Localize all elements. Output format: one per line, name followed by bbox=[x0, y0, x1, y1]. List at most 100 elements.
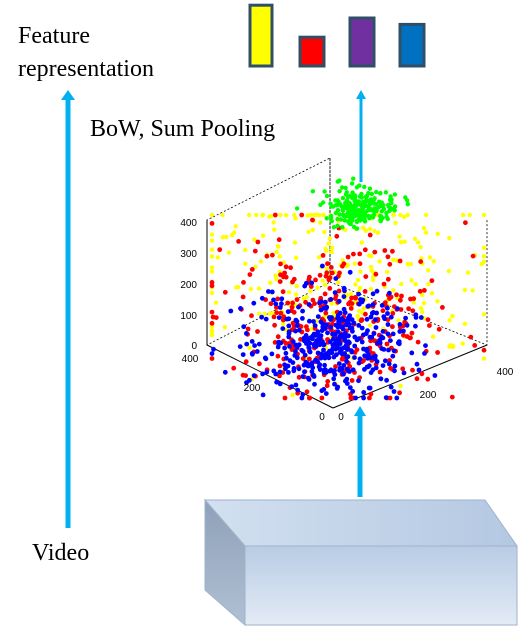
blue-point bbox=[373, 317, 378, 323]
blue-point bbox=[287, 344, 292, 349]
green-point bbox=[378, 213, 383, 219]
blue-point bbox=[432, 373, 438, 378]
blue-point bbox=[332, 368, 337, 373]
blue-point bbox=[361, 390, 367, 395]
green-point bbox=[405, 202, 410, 207]
blue-point bbox=[312, 343, 317, 349]
green-point bbox=[366, 208, 371, 213]
yellow-point bbox=[355, 313, 360, 319]
feature-representation-label: Feature representation bbox=[18, 20, 154, 86]
yellow-point bbox=[306, 229, 311, 234]
red-point bbox=[278, 310, 284, 316]
red-point bbox=[324, 270, 330, 276]
blue-point bbox=[296, 366, 302, 372]
blue-point bbox=[409, 350, 415, 356]
blue-point bbox=[337, 350, 343, 355]
blue-point bbox=[373, 325, 379, 330]
yellow-point bbox=[209, 232, 215, 237]
blue-point bbox=[264, 369, 270, 375]
yellow-point bbox=[447, 235, 452, 241]
red-point bbox=[388, 294, 394, 300]
red-point bbox=[390, 311, 396, 316]
red-point bbox=[422, 288, 427, 293]
yellow-point bbox=[447, 318, 452, 323]
yellow-point bbox=[385, 269, 390, 275]
blue-point bbox=[351, 320, 357, 326]
blue-point bbox=[388, 384, 394, 390]
yellow-point bbox=[256, 286, 262, 291]
yellow-point bbox=[209, 290, 215, 296]
yellow-point bbox=[226, 250, 232, 255]
blue-point bbox=[342, 336, 347, 341]
blue-point bbox=[380, 363, 386, 368]
blue-point bbox=[364, 364, 370, 370]
red-point bbox=[351, 251, 356, 257]
red-point bbox=[272, 212, 278, 218]
blue-point bbox=[375, 340, 380, 346]
yellow-point bbox=[286, 290, 292, 295]
blue-point bbox=[346, 339, 351, 345]
yellow-point bbox=[372, 228, 377, 234]
yellow-point bbox=[423, 212, 429, 218]
yellow-point bbox=[398, 212, 403, 218]
red-point bbox=[271, 314, 277, 320]
yellow-point bbox=[247, 345, 252, 350]
green-point bbox=[347, 206, 352, 212]
yellow-point bbox=[420, 292, 425, 298]
z-tick-label: 0 bbox=[191, 341, 197, 352]
blue-point bbox=[312, 323, 318, 328]
green-point bbox=[381, 206, 387, 212]
blue-point bbox=[319, 328, 325, 333]
red-point bbox=[304, 389, 310, 395]
red-point bbox=[291, 276, 297, 282]
red-point bbox=[384, 341, 390, 347]
blue-point bbox=[285, 309, 291, 315]
blue-point bbox=[341, 294, 347, 299]
yellow-point bbox=[271, 220, 276, 225]
red-point bbox=[336, 288, 342, 294]
red-point bbox=[296, 374, 302, 380]
blue-point bbox=[383, 395, 389, 400]
green-point bbox=[371, 213, 376, 218]
red-point bbox=[240, 294, 246, 300]
yellow-point bbox=[426, 282, 431, 287]
yellow-point bbox=[411, 300, 416, 305]
red-point bbox=[243, 359, 249, 365]
red-point bbox=[362, 289, 368, 294]
blue-point bbox=[322, 353, 328, 359]
yellow-point bbox=[253, 264, 258, 269]
yellow-point bbox=[481, 245, 487, 250]
red-point bbox=[285, 300, 291, 306]
red-point bbox=[429, 278, 435, 284]
blue-point bbox=[392, 363, 398, 369]
box-top-face bbox=[203, 499, 518, 547]
blue-point bbox=[397, 322, 403, 327]
yellow-point bbox=[431, 259, 436, 264]
blue-point bbox=[340, 326, 346, 332]
green-point bbox=[366, 191, 371, 196]
yellow-point bbox=[262, 311, 267, 317]
red-point bbox=[382, 248, 388, 253]
yellow-point bbox=[357, 285, 363, 291]
red-point bbox=[357, 261, 363, 267]
red-point bbox=[231, 365, 237, 371]
yellow-point bbox=[209, 269, 215, 274]
yellow-point bbox=[315, 285, 320, 290]
green-point bbox=[324, 193, 330, 199]
yellow-point bbox=[402, 239, 407, 244]
green-point bbox=[358, 217, 364, 222]
blue-point bbox=[423, 343, 428, 348]
blue-point bbox=[319, 388, 325, 394]
red-point bbox=[409, 330, 415, 336]
blue-point bbox=[309, 360, 315, 366]
red-point bbox=[209, 221, 215, 226]
red-point bbox=[209, 283, 215, 289]
yellow-point bbox=[293, 292, 299, 297]
red-point bbox=[399, 293, 404, 299]
blue-point bbox=[334, 386, 340, 391]
red-point bbox=[280, 289, 286, 295]
yellow-point bbox=[209, 265, 215, 270]
blue-point bbox=[335, 329, 341, 334]
green-point bbox=[337, 189, 342, 194]
blue-point bbox=[322, 362, 327, 368]
